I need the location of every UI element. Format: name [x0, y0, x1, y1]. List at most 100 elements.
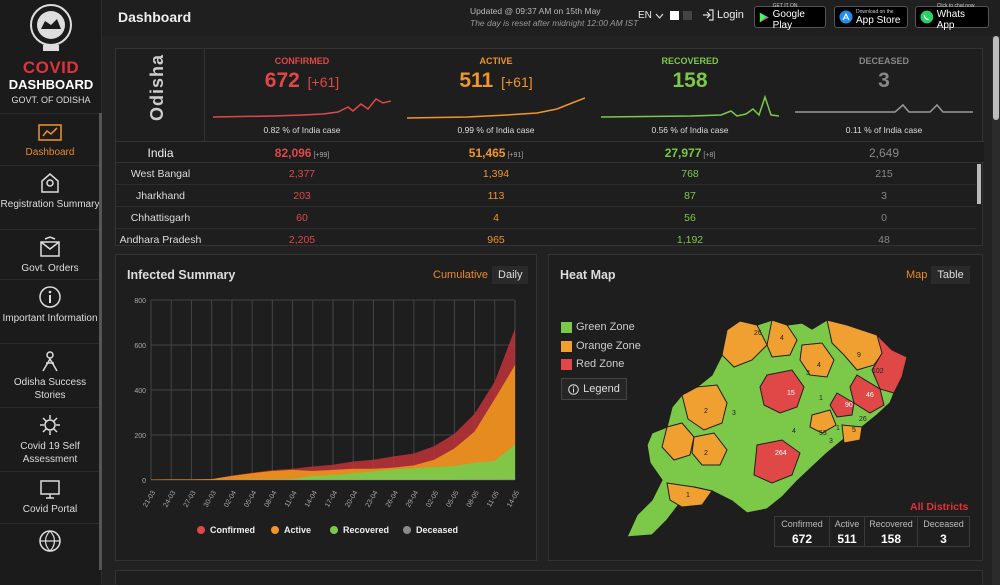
nav-more[interactable]: [0, 523, 100, 563]
district-orange[interactable]: [766, 319, 798, 358]
nav-covid-portal[interactable]: Covid Portal: [0, 471, 100, 523]
summary-label: Active: [834, 519, 860, 529]
table-row[interactable]: Andhara Pradesh 2,205 965 1,192 48: [116, 230, 976, 246]
legend-recovered[interactable]: Recovered: [330, 525, 389, 535]
y-tick-label: 0: [142, 478, 146, 485]
row-state: West Bangal: [130, 168, 191, 180]
district-red[interactable]: [829, 392, 855, 418]
page-title: Dashboard: [118, 9, 192, 25]
district-orange[interactable]: [841, 424, 863, 444]
daily-tab[interactable]: Daily: [492, 266, 529, 284]
brand[interactable]: COVID DASHBOARD GOVT. OF ODISHA: [0, 0, 102, 113]
svg-text:1: 1: [836, 425, 840, 432]
map-tab[interactable]: Map: [906, 269, 928, 281]
language-selector[interactable]: EN: [638, 10, 692, 21]
table-row[interactable]: Jharkhand 203 113 87 3: [116, 186, 976, 207]
table-scrollbar[interactable]: [977, 164, 981, 204]
svg-text:4: 4: [792, 428, 796, 435]
cumulative-tab[interactable]: Cumulative: [433, 269, 489, 281]
svg-text:102: 102: [872, 368, 884, 375]
district-orange[interactable]: [691, 432, 728, 466]
district-orange[interactable]: [661, 422, 695, 461]
district-orange[interactable]: [681, 384, 728, 431]
x-tick-label: 14-04: [304, 490, 319, 509]
legend-deceased[interactable]: Deceased: [403, 525, 458, 535]
page-scrollbar[interactable]: [992, 36, 1000, 585]
nav-registration-summary[interactable]: Registration Summary: [0, 165, 100, 229]
legend-button[interactable]: Legend: [561, 378, 627, 400]
row-confirmed: 2,205: [288, 234, 316, 246]
table-row[interactable]: Chhattisgarh 60 4 56 0: [116, 208, 976, 229]
table-row[interactable]: West Bangal 2,377 1,394 768 215: [116, 164, 976, 185]
stat-percent: 0.11 % of India case: [845, 125, 923, 135]
summary-label: Recovered: [869, 519, 913, 529]
whatsapp-button[interactable]: Click to chat now Whats App: [915, 3, 989, 31]
svg-text:90: 90: [845, 402, 853, 409]
stat-number: 158: [672, 69, 708, 92]
zone-label: Green Zone: [576, 321, 635, 333]
dark-theme-toggle[interactable]: [682, 11, 692, 20]
store-big: App Store: [856, 14, 901, 26]
svg-text:3: 3: [829, 438, 833, 445]
x-tick-label: 02-05: [425, 490, 440, 509]
district-orange[interactable]: [799, 342, 835, 378]
google-play-icon: [759, 12, 769, 22]
district-orange[interactable]: [666, 482, 713, 508]
nav-label: Covid 19 Self Assessment: [20, 441, 80, 465]
stat-value: 3: [787, 69, 981, 93]
legend-label: Active: [284, 525, 312, 535]
stat-confirmed: CONFIRMED 672 [+61] 0.82 % of India case: [205, 49, 399, 141]
svg-text:3: 3: [806, 370, 810, 377]
row-active: 965: [487, 234, 505, 246]
y-tick-label: 800: [134, 298, 146, 305]
top-bar: Dashboard Updated @ 09:37 AM on 15th May…: [102, 0, 1000, 36]
district-red[interactable]: [849, 374, 885, 414]
legend-orange-zone: Orange Zone: [561, 340, 641, 352]
light-theme-toggle[interactable]: [669, 11, 679, 20]
updated-time: Updated @ 09:37 AM on 15th May: [470, 6, 601, 16]
stat-deceased: DECEASED 3 0.11 % of India case: [787, 49, 981, 141]
legend-active[interactable]: Active: [271, 525, 311, 535]
all-districts-label[interactable]: All Districts: [910, 501, 969, 513]
google-play-button[interactable]: GET IT ON Google Play: [754, 3, 826, 31]
assessment-icon: [40, 415, 60, 435]
reset-note: The day is reset after midnight 12:00 AM…: [470, 18, 639, 28]
y-tick-label: 600: [134, 343, 146, 350]
page-scrollbar-thumb[interactable]: [993, 36, 999, 120]
sidebar: COVID DASHBOARD GOVT. OF ODISHA Dashboar…: [0, 0, 102, 585]
y-tick-label: 200: [134, 433, 146, 440]
district-red[interactable]: [753, 439, 801, 484]
nav-label: Registration Summary: [0, 199, 100, 210]
district-red[interactable]: [871, 333, 908, 394]
nav-dashboard[interactable]: Dashboard: [0, 113, 100, 165]
stat-delta: [+61]: [501, 74, 533, 90]
svg-text:2: 2: [704, 408, 708, 415]
svg-text:26: 26: [859, 416, 867, 423]
app-store-icon: [839, 10, 853, 24]
nav-govt-orders[interactable]: Govt. Orders: [0, 229, 100, 279]
nav-important-information[interactable]: Important Information: [0, 279, 100, 343]
nav-label: Govt. Orders: [21, 263, 79, 274]
x-tick-label: 26-04: [385, 490, 400, 509]
summary-value: 511: [837, 532, 857, 546]
legend-dot: [197, 526, 205, 534]
stat-delta: [+61]: [307, 74, 340, 90]
nav-success-stories[interactable]: Odisha Success Stories: [0, 343, 100, 407]
sidebar-scrollbar[interactable]: [99, 113, 102, 570]
app-store-button[interactable]: Download on the App Store: [834, 6, 908, 28]
odisha-map[interactable]: 26 4 9 102 4 3 15 1 46 90 26 2 3 4 53 1 …: [622, 315, 912, 545]
login-button[interactable]: Login: [702, 9, 744, 21]
table-tab[interactable]: Table: [931, 266, 970, 284]
x-tick-label: 14-05: [506, 490, 521, 509]
district-orange[interactable]: [809, 409, 837, 434]
stat-label: DECEASED: [858, 56, 909, 66]
district-orange[interactable]: [721, 320, 768, 368]
deceased-sparkline: [795, 103, 973, 113]
district-red[interactable]: [759, 369, 805, 414]
store-small: GET IT ON: [772, 3, 798, 9]
svg-text:4: 4: [817, 362, 821, 369]
district-orange[interactable]: [826, 319, 888, 371]
legend-confirmed[interactable]: Confirmed: [197, 525, 255, 535]
row-deceased: 48: [878, 234, 890, 246]
nav-self-assessment[interactable]: Covid 19 Self Assessment: [0, 407, 100, 471]
